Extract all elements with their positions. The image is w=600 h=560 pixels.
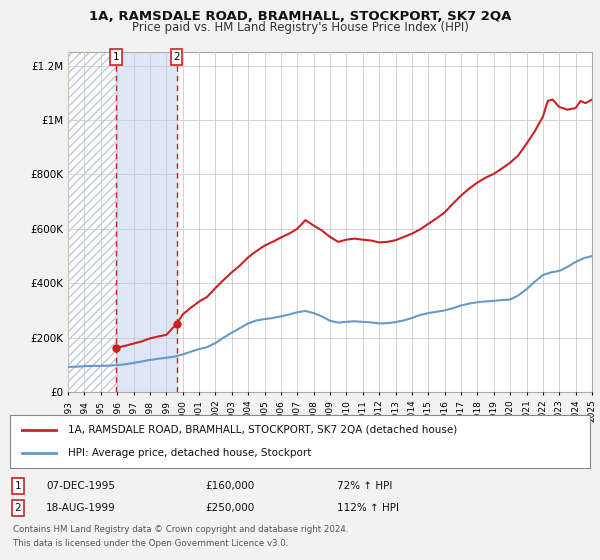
Text: Contains HM Land Registry data © Crown copyright and database right 2024.: Contains HM Land Registry data © Crown c… xyxy=(13,525,349,534)
Text: 1A, RAMSDALE ROAD, BRAMHALL, STOCKPORT, SK7 2QA (detached house): 1A, RAMSDALE ROAD, BRAMHALL, STOCKPORT, … xyxy=(68,425,457,435)
Text: This data is licensed under the Open Government Licence v3.0.: This data is licensed under the Open Gov… xyxy=(13,539,289,548)
Text: 18-AUG-1999: 18-AUG-1999 xyxy=(46,503,116,513)
Text: 07-DEC-1995: 07-DEC-1995 xyxy=(46,481,115,491)
Text: 1: 1 xyxy=(113,52,119,62)
Text: 2: 2 xyxy=(14,503,21,513)
Text: £160,000: £160,000 xyxy=(205,481,254,491)
Bar xyxy=(116,52,176,392)
Text: £250,000: £250,000 xyxy=(205,503,254,513)
Text: 72% ↑ HPI: 72% ↑ HPI xyxy=(337,481,392,491)
Bar xyxy=(68,52,116,392)
Text: 112% ↑ HPI: 112% ↑ HPI xyxy=(337,503,399,513)
Text: 2: 2 xyxy=(173,52,180,62)
Bar xyxy=(68,52,116,392)
Text: HPI: Average price, detached house, Stockport: HPI: Average price, detached house, Stoc… xyxy=(68,448,311,458)
Text: 1A, RAMSDALE ROAD, BRAMHALL, STOCKPORT, SK7 2QA: 1A, RAMSDALE ROAD, BRAMHALL, STOCKPORT, … xyxy=(89,10,511,23)
Text: Price paid vs. HM Land Registry's House Price Index (HPI): Price paid vs. HM Land Registry's House … xyxy=(131,21,469,34)
Text: 1: 1 xyxy=(14,481,21,491)
